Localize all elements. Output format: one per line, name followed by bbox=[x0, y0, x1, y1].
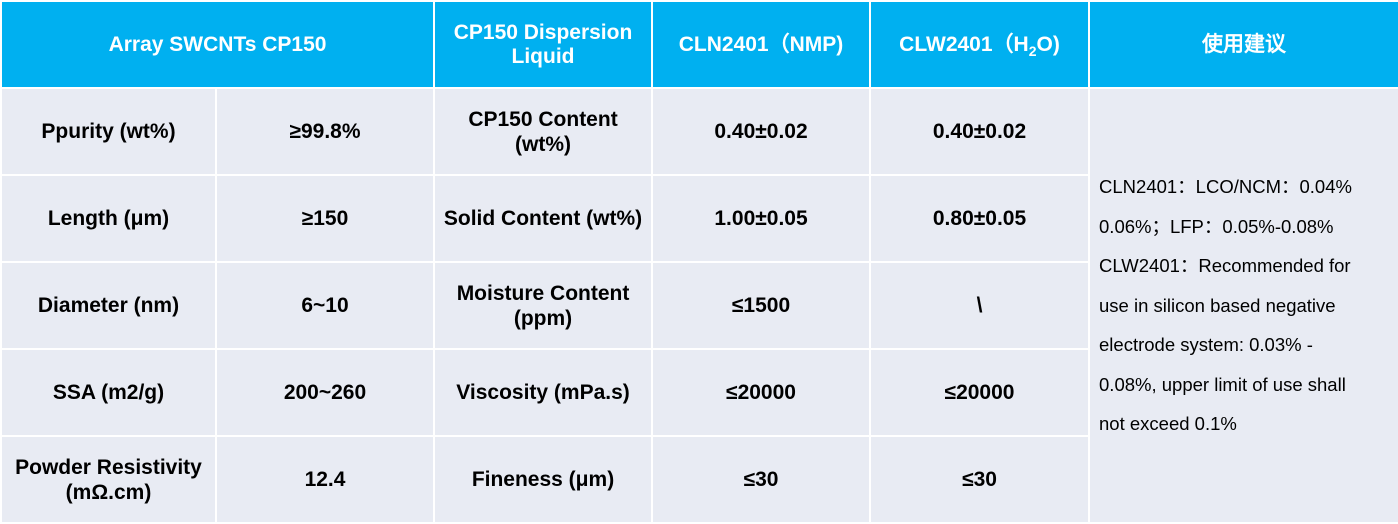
clw-value-cell: \ bbox=[869, 261, 1091, 350]
cln-value-cell: ≤30 bbox=[651, 435, 872, 524]
advice-line: 0.08%, upper limit of use shall bbox=[1099, 373, 1346, 395]
advice-line: electrode system: 0.03% - bbox=[1099, 334, 1313, 356]
value-cell: 6~10 bbox=[214, 261, 436, 350]
parameter-cell: Moisture Content (ppm) bbox=[433, 261, 654, 350]
clw-value-cell: ≤30 bbox=[869, 435, 1091, 524]
property-cell: Powder Resistivity (mΩ.cm) bbox=[0, 435, 217, 524]
parameter-cell: Viscosity (mPa.s) bbox=[433, 348, 654, 437]
table-row: Length (μm) ≥150 Solid Content (wt%) 1.0… bbox=[0, 174, 1398, 263]
value-cell: 12.4 bbox=[214, 435, 436, 524]
header-usage-advice: 使用建议 bbox=[1088, 0, 1398, 89]
header-dispersion-liquid: CP150 Dispersion Liquid bbox=[433, 0, 654, 89]
property-cell: Length (μm) bbox=[0, 174, 217, 263]
cln-value-cell: ≤20000 bbox=[651, 348, 872, 437]
clw-value-cell: ≤20000 bbox=[869, 348, 1091, 437]
parameter-cell: CP150 Content (wt%) bbox=[433, 87, 654, 176]
header-clw2401-prefix: CLW2401（H bbox=[899, 32, 1029, 56]
header-clw2401: CLW2401（H2O) bbox=[869, 0, 1091, 89]
table-row: Diameter (nm) 6~10 Moisture Content (ppm… bbox=[0, 261, 1398, 350]
advice-line: CLN2401：LCO/NCM：0.04% bbox=[1099, 176, 1352, 198]
header-array-swcnts: Array SWCNTs CP150 bbox=[0, 0, 436, 89]
property-cell: SSA (m2/g) bbox=[0, 348, 217, 437]
cln-value-cell: 0.40±0.02 bbox=[651, 87, 872, 176]
header-clw2401-suffix: O) bbox=[1036, 32, 1060, 56]
clw-value-cell: 0.40±0.02 bbox=[869, 87, 1091, 176]
cln-value-cell: 1.00±0.05 bbox=[651, 174, 872, 263]
header-row: Array SWCNTs CP150 CP150 Dispersion Liqu… bbox=[0, 0, 1398, 89]
advice-line: use in silicon based negative bbox=[1099, 294, 1336, 316]
clw-value-cell: 0.80±0.05 bbox=[869, 174, 1091, 263]
header-cln2401: CLN2401（NMP) bbox=[651, 0, 872, 89]
parameter-cell: Solid Content (wt%) bbox=[433, 174, 654, 263]
advice-line: 0.06%；LFP：0.05%-0.08% bbox=[1099, 215, 1334, 237]
advice-line: CLW2401：Recommended for bbox=[1099, 255, 1351, 277]
cln-value-cell: ≤1500 bbox=[651, 261, 872, 350]
parameter-cell: Fineness (μm) bbox=[433, 435, 654, 524]
property-cell: Ppurity (wt%) bbox=[0, 87, 217, 176]
value-cell: ≥99.8% bbox=[214, 87, 436, 176]
table-row: Powder Resistivity (mΩ.cm) 12.4 Fineness… bbox=[0, 435, 1398, 524]
usage-advice-cell: CLN2401：LCO/NCM：0.04% 0.06%；LFP：0.05%-0.… bbox=[1088, 87, 1398, 524]
value-cell: 200~260 bbox=[214, 348, 436, 437]
table-row: Ppurity (wt%) ≥99.8% CP150 Content (wt%)… bbox=[0, 87, 1398, 524]
table-row: SSA (m2/g) 200~260 Viscosity (mPa.s) ≤20… bbox=[0, 348, 1398, 437]
advice-line: not exceed 0.1% bbox=[1099, 413, 1237, 435]
value-cell: ≥150 bbox=[214, 174, 436, 263]
property-cell: Diameter (nm) bbox=[0, 261, 217, 350]
header-clw2401-subscript: 2 bbox=[1028, 42, 1037, 59]
